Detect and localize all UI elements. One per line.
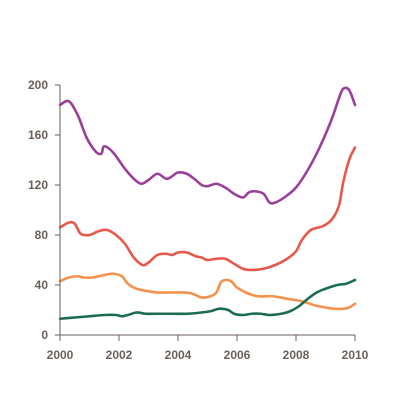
series-line-2 [58,146,357,272]
x-tick-label: 2000 [47,348,74,362]
y-tick-label: 0 [41,328,48,342]
y-tick-label: 40 [35,278,49,292]
x-tick-label: 2008 [283,348,310,362]
axes-layer [59,85,355,336]
series-layer [58,86,357,321]
x-tick-label: 2004 [165,348,192,362]
x-tick-label: 2002 [106,348,133,362]
y-tick-label: 160 [28,128,48,142]
x-tick-label: 2006 [224,348,251,362]
x-tick-label: 2010 [342,348,369,362]
y-tick-label: 80 [35,228,49,242]
series-line-1 [58,86,357,205]
ticks-layer: 0 40 80 120 160 200 2000 2002 2004 2006 2008 2010 [28,78,369,362]
y-tick-label: 120 [28,178,48,192]
series-line-3 [58,272,357,311]
y-tick-label: 200 [28,78,48,92]
series-line-4 [58,278,357,321]
